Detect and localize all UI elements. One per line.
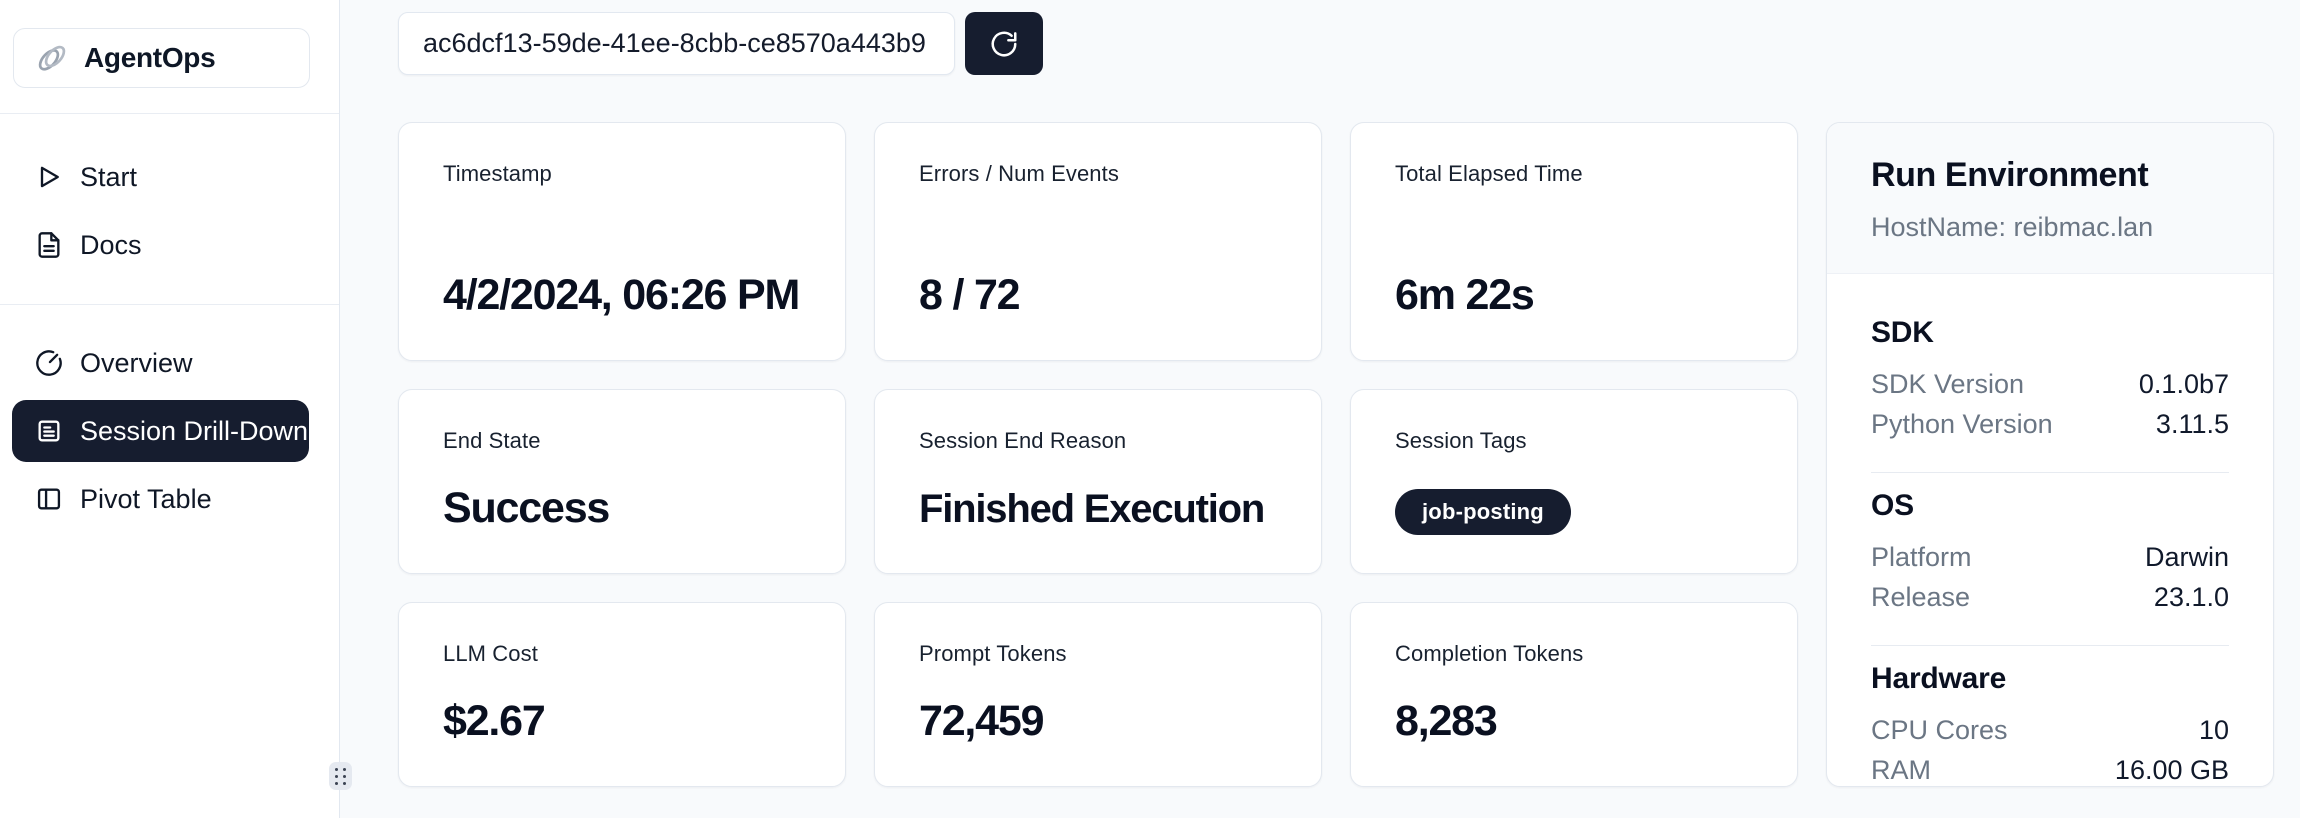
section-divider <box>1871 472 2229 473</box>
metric-value: Finished Execution <box>919 487 1265 532</box>
env-value: 0.1.0b7 <box>2138 369 2229 399</box>
sidebar-divider <box>0 304 339 305</box>
metric-label: Session Tags <box>1395 428 1527 453</box>
env-value: Darwin <box>2144 542 2229 572</box>
section-heading-sdk: SDK <box>1871 316 1934 349</box>
metric-value: 6m 22s <box>1395 270 1535 319</box>
metric-value: 8,283 <box>1395 696 1498 745</box>
section-heading-hardware: Hardware <box>1871 662 2007 695</box>
metric-card-completion-tokens: Completion Tokens 8,283 <box>1350 602 1798 787</box>
sidebar-item-label: Start <box>80 161 138 192</box>
metric-label: Prompt Tokens <box>919 641 1067 666</box>
run-environment-body: SDK SDK Version 0.1.0b7 Python Version 3… <box>1827 274 2273 786</box>
session-tag-badge: job-posting <box>1395 489 1571 535</box>
sidebar-item-label: Overview <box>80 347 193 378</box>
env-label: Release <box>1871 582 1971 612</box>
metric-value: 4/2/2024, 06:26 PM <box>443 270 800 319</box>
sidebar-item-session-drill-down[interactable]: Session Drill-Down <box>12 400 309 462</box>
sidebar-item-overview[interactable]: Overview <box>12 332 309 394</box>
env-value: 23.1.0 <box>2153 582 2229 612</box>
sidebar-item-label: Session Drill-Down <box>80 415 309 446</box>
sidebar-item-label: Docs <box>80 229 142 260</box>
play-icon <box>40 166 59 188</box>
metric-card-elapsed-time: Total Elapsed Time 6m 22s <box>1350 122 1798 361</box>
metric-value: 8 / 72 <box>919 270 1021 319</box>
env-label: CPU Cores <box>1871 715 2008 745</box>
panel-left-icon <box>37 488 61 510</box>
paperclip-loops-icon <box>34 40 70 76</box>
env-value: 10 <box>2198 715 2229 745</box>
metric-label: Completion Tokens <box>1395 641 1584 666</box>
hostname-text: HostName: reibmac.lan <box>1871 212 2154 242</box>
session-toolbar <box>398 12 2274 75</box>
file-text-icon <box>38 232 60 258</box>
metric-value: Success <box>443 483 610 532</box>
env-row: Python Version 3.11.5 <box>1871 409 2229 449</box>
metric-label: End State <box>443 428 541 453</box>
metric-card-prompt-tokens: Prompt Tokens 72,459 <box>874 602 1322 787</box>
metric-card-llm-cost: LLM Cost $2.67 <box>398 602 846 787</box>
metric-label: Session End Reason <box>919 428 1127 453</box>
env-label: RAM <box>1871 755 1931 785</box>
sidebar-item-docs[interactable]: Docs <box>12 214 309 276</box>
metric-label: Errors / Num Events <box>919 161 1119 186</box>
note-lines-icon <box>38 420 60 442</box>
sidebar-main-nav: Overview Session Drill-Down Pivot Table <box>0 332 339 530</box>
sidebar: AgentOps Start Docs Overview <box>0 0 352 818</box>
env-row: CPU Cores 10 <box>1871 715 2229 755</box>
section-divider <box>1871 645 2229 646</box>
metric-card-timestamp: Timestamp 4/2/2024, 06:26 PM <box>398 122 846 361</box>
sidebar-divider <box>0 113 339 114</box>
refresh-icon <box>991 31 1017 56</box>
sidebar-resize-handle[interactable] <box>329 762 352 790</box>
env-label: SDK Version <box>1871 369 2025 399</box>
env-label: Python Version <box>1871 409 2053 439</box>
metric-label: Total Elapsed Time <box>1395 161 1583 186</box>
env-row: Platform Darwin <box>1871 542 2229 582</box>
sidebar-item-pivot-table[interactable]: Pivot Table <box>12 468 309 530</box>
env-row: SDK Version 0.1.0b7 <box>1871 369 2229 409</box>
refresh-button[interactable] <box>965 12 1043 75</box>
gauge-icon <box>36 350 62 376</box>
metric-label: Timestamp <box>443 161 552 186</box>
metric-card-end-reason: Session End Reason Finished Execution <box>874 389 1322 574</box>
metric-value: 72,459 <box>919 696 1045 745</box>
env-value: 3.11.5 <box>2155 409 2229 439</box>
session-id-input[interactable] <box>398 12 955 75</box>
metrics-grid: Run Environment HostName: reibmac.lan SD… <box>398 122 2274 787</box>
env-label: Platform <box>1871 542 1972 572</box>
run-environment-header: Run Environment HostName: reibmac.lan <box>1827 123 2273 274</box>
metric-label: LLM Cost <box>443 641 538 666</box>
run-environment-panel: Run Environment HostName: reibmac.lan SD… <box>1826 122 2274 787</box>
env-value: 16.00 GB <box>2114 755 2229 785</box>
metric-value: $2.67 <box>443 696 546 745</box>
metric-card-session-tags: Session Tags job-posting <box>1350 389 1798 574</box>
metric-card-end-state: End State Success <box>398 389 846 574</box>
sidebar-item-start[interactable]: Start <box>12 146 309 208</box>
panel-title: Run Environment <box>1871 156 2149 194</box>
main-content: Run Environment HostName: reibmac.lan SD… <box>340 0 2300 818</box>
env-row: RAM 16.00 GB <box>1871 755 2229 786</box>
metric-card-errors: Errors / Num Events 8 / 72 <box>874 122 1322 361</box>
sidebar-item-label: Pivot Table <box>80 483 212 514</box>
brand-logo-button[interactable]: AgentOps <box>13 28 310 88</box>
section-heading-os: OS <box>1871 489 1914 522</box>
env-row: Release 23.1.0 <box>1871 582 2229 622</box>
brand-name: AgentOps <box>84 42 216 73</box>
sidebar-top-nav: Start Docs <box>0 146 339 276</box>
